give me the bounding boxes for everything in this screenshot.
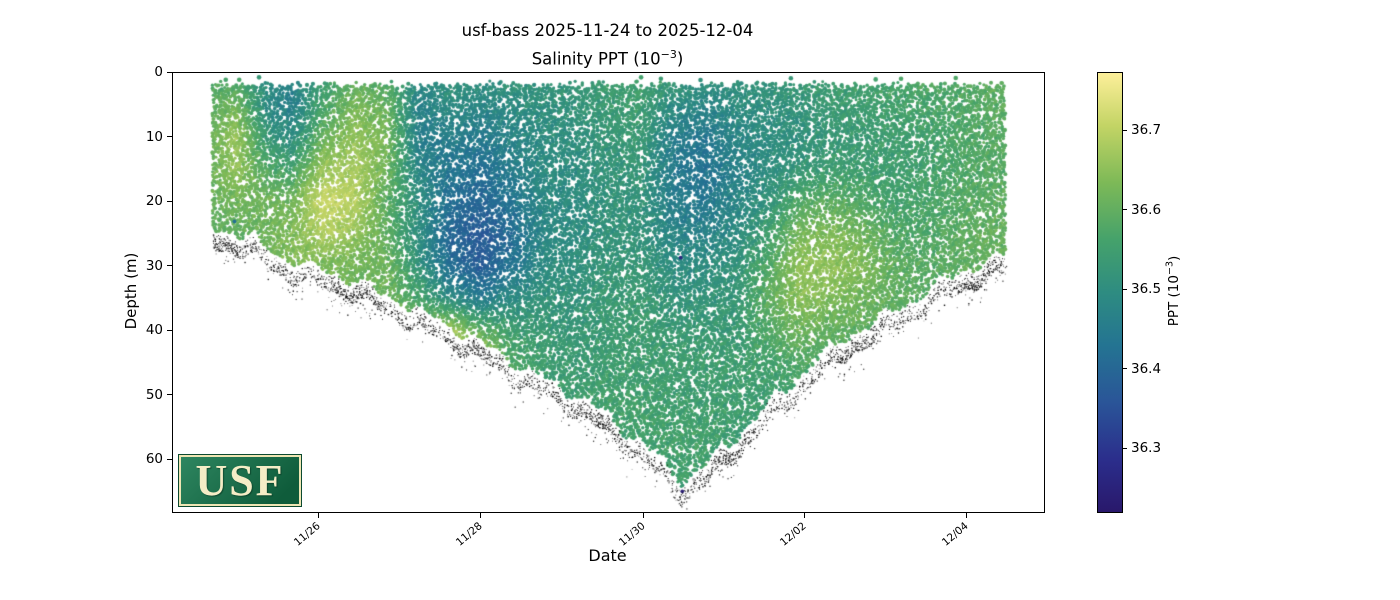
y-tick-mark bbox=[167, 458, 172, 460]
y-tick-mark bbox=[167, 71, 172, 73]
chart-title: usf-bass 2025-11-24 to 2025-12-04 Salini… bbox=[172, 19, 1043, 72]
y-tick-label: 10 bbox=[145, 128, 163, 145]
y-tick-label: 0 bbox=[154, 64, 163, 80]
colorbar-tick-mark bbox=[1123, 129, 1127, 131]
x-tick-mark bbox=[642, 513, 644, 518]
colorbar-label: PPT (10−3) bbox=[1164, 255, 1182, 327]
colorbar-tick-mark bbox=[1123, 368, 1127, 370]
colorbar-label-exponent: −3 bbox=[1164, 261, 1176, 276]
chart-title-line2: Salinity PPT (10−3) bbox=[531, 48, 684, 69]
plot-area: USF bbox=[172, 72, 1045, 513]
y-tick-label: 30 bbox=[145, 257, 163, 274]
y-tick-mark bbox=[167, 394, 172, 396]
y-tick-label: 20 bbox=[145, 193, 163, 210]
x-tick-mark bbox=[803, 513, 805, 518]
colorbar-tick-mark bbox=[1123, 209, 1127, 211]
y-tick-mark bbox=[167, 136, 172, 138]
y-tick-label: 40 bbox=[145, 322, 163, 339]
x-axis-label: Date bbox=[588, 546, 627, 565]
y-tick-mark bbox=[167, 329, 172, 331]
x-tick-mark bbox=[479, 513, 481, 518]
x-tick-mark bbox=[317, 513, 319, 518]
usf-logo: USF bbox=[178, 454, 302, 507]
colorbar-tick-label: 36.5 bbox=[1131, 281, 1162, 298]
colorbar-tick-label: 36.4 bbox=[1131, 360, 1162, 377]
chart-title-line1: usf-bass 2025-11-24 to 2025-12-04 bbox=[461, 21, 754, 40]
y-tick-label: 50 bbox=[145, 386, 163, 403]
colorbar-tick-mark bbox=[1123, 288, 1127, 290]
title-exponent: −3 bbox=[660, 48, 677, 61]
colorbar bbox=[1097, 72, 1123, 513]
colorbar-tick-mark bbox=[1123, 447, 1127, 449]
colorbar-tick-label: 36.7 bbox=[1131, 122, 1162, 139]
y-tick-mark bbox=[167, 265, 172, 267]
colorbar-tick-label: 36.6 bbox=[1131, 201, 1162, 218]
y-tick-label: 60 bbox=[145, 451, 163, 468]
y-tick-mark bbox=[167, 200, 172, 202]
x-tick-mark bbox=[965, 513, 967, 518]
scatter-canvas bbox=[173, 73, 1044, 512]
colorbar-tick-label: 36.3 bbox=[1131, 440, 1162, 457]
